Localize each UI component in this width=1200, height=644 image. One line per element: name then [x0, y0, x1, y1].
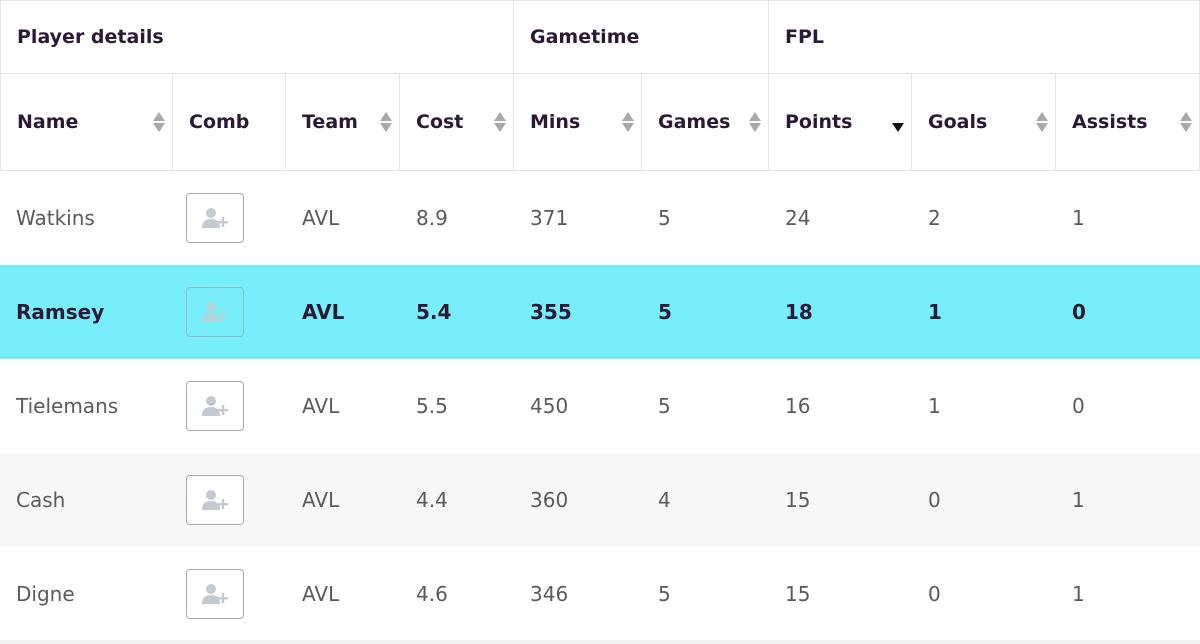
- bottom-divider: [0, 640, 1200, 644]
- column-header-mins[interactable]: Mins: [514, 74, 642, 171]
- cell-mins: 360: [530, 488, 569, 512]
- table-row[interactable]: Cash AVL 4.4 360 4 15 0 1: [0, 453, 1200, 547]
- add-user-icon: [202, 584, 228, 604]
- sort-icon[interactable]: [153, 111, 165, 133]
- column-header-assists[interactable]: Assists: [1056, 74, 1200, 171]
- cell-points: 18: [785, 300, 813, 324]
- cell-games: 5: [658, 206, 671, 230]
- add-user-icon: [202, 490, 228, 510]
- add-to-comb-button[interactable]: [186, 381, 244, 431]
- add-to-comb-button[interactable]: [186, 287, 244, 337]
- column-label: Goals: [928, 111, 988, 133]
- cell-goals: 1: [928, 300, 942, 324]
- column-label: Cost: [416, 111, 464, 133]
- cell-points: 16: [785, 394, 811, 418]
- column-header-name[interactable]: Name: [0, 74, 173, 171]
- cell-games: 5: [658, 300, 672, 324]
- cell-mins: 355: [530, 300, 572, 324]
- column-header-goals[interactable]: Goals: [912, 74, 1056, 171]
- cell-assists: 0: [1072, 394, 1085, 418]
- cell-team: AVL: [302, 394, 340, 418]
- cell-goals: 0: [928, 488, 941, 512]
- column-header-team[interactable]: Team: [286, 74, 400, 171]
- column-label: Team: [302, 111, 358, 133]
- cell-name: Tielemans: [16, 394, 119, 418]
- column-label: Assists: [1072, 111, 1148, 133]
- group-header-gametime: Gametime: [514, 0, 769, 74]
- cell-games: 5: [658, 582, 671, 606]
- table-row[interactable]: Watkins AVL 8.9 371 5 24 2 1: [0, 171, 1200, 265]
- cell-team: AVL: [302, 300, 345, 324]
- group-label: Gametime: [530, 26, 640, 48]
- cell-mins: 371: [530, 206, 569, 230]
- cell-cost: 4.4: [416, 488, 448, 512]
- add-user-icon: [202, 302, 228, 322]
- sort-icon[interactable]: [1036, 111, 1048, 133]
- cell-name: Watkins: [16, 206, 95, 230]
- add-to-comb-button[interactable]: [186, 569, 244, 619]
- cell-assists: 1: [1072, 488, 1085, 512]
- column-label: Name: [17, 111, 79, 133]
- sort-icon[interactable]: [1180, 111, 1192, 133]
- table-row[interactable]: Tielemans AVL 5.5 450 5 16 1 0: [0, 359, 1200, 453]
- column-header-cost[interactable]: Cost: [400, 74, 514, 171]
- cell-name: Ramsey: [16, 300, 105, 324]
- cell-team: AVL: [302, 206, 340, 230]
- cell-goals: 0: [928, 582, 941, 606]
- add-to-comb-button[interactable]: [186, 475, 244, 525]
- sort-icon[interactable]: [494, 111, 506, 133]
- column-header-points[interactable]: Points: [769, 74, 912, 171]
- column-header-comb: Comb: [173, 74, 286, 171]
- group-header-fpl: FPL: [769, 0, 1200, 74]
- column-label: Games: [658, 111, 731, 133]
- cell-goals: 1: [928, 394, 941, 418]
- cell-goals: 2: [928, 206, 941, 230]
- cell-name: Digne: [16, 582, 75, 606]
- cell-mins: 450: [530, 394, 569, 418]
- column-label: Points: [785, 111, 853, 133]
- add-to-comb-button[interactable]: [186, 193, 244, 243]
- cell-points: 24: [785, 206, 811, 230]
- cell-team: AVL: [302, 488, 340, 512]
- cell-games: 5: [658, 394, 671, 418]
- cell-name: Cash: [16, 488, 66, 512]
- sort-icon[interactable]: [622, 111, 634, 133]
- cell-assists: 1: [1072, 206, 1085, 230]
- cell-assists: 1: [1072, 582, 1085, 606]
- cell-points: 15: [785, 488, 811, 512]
- sort-icon[interactable]: [380, 111, 392, 133]
- group-header-player-details: Player details: [0, 0, 514, 74]
- cell-points: 15: [785, 582, 811, 606]
- cell-games: 4: [658, 488, 671, 512]
- cell-cost: 4.6: [416, 582, 448, 606]
- cell-cost: 5.5: [416, 394, 448, 418]
- column-label: Comb: [189, 111, 250, 133]
- cell-team: AVL: [302, 582, 340, 606]
- column-header-games[interactable]: Games: [642, 74, 769, 171]
- cell-cost: 5.4: [416, 300, 452, 324]
- cell-cost: 8.9: [416, 206, 448, 230]
- sort-desc-icon[interactable]: [892, 111, 904, 133]
- cell-assists: 0: [1072, 300, 1086, 324]
- table-row[interactable]: Digne AVL 4.6 346 5 15 0 1: [0, 547, 1200, 641]
- add-user-icon: [202, 208, 228, 228]
- table-row-highlighted[interactable]: Ramsey AVL 5.4 355 5 18 1 0: [0, 265, 1200, 359]
- sort-icon[interactable]: [749, 111, 761, 133]
- column-label: Mins: [530, 111, 581, 133]
- add-user-icon: [202, 396, 228, 416]
- group-label: Player details: [17, 26, 164, 48]
- cell-mins: 346: [530, 582, 569, 606]
- group-label: FPL: [785, 26, 825, 48]
